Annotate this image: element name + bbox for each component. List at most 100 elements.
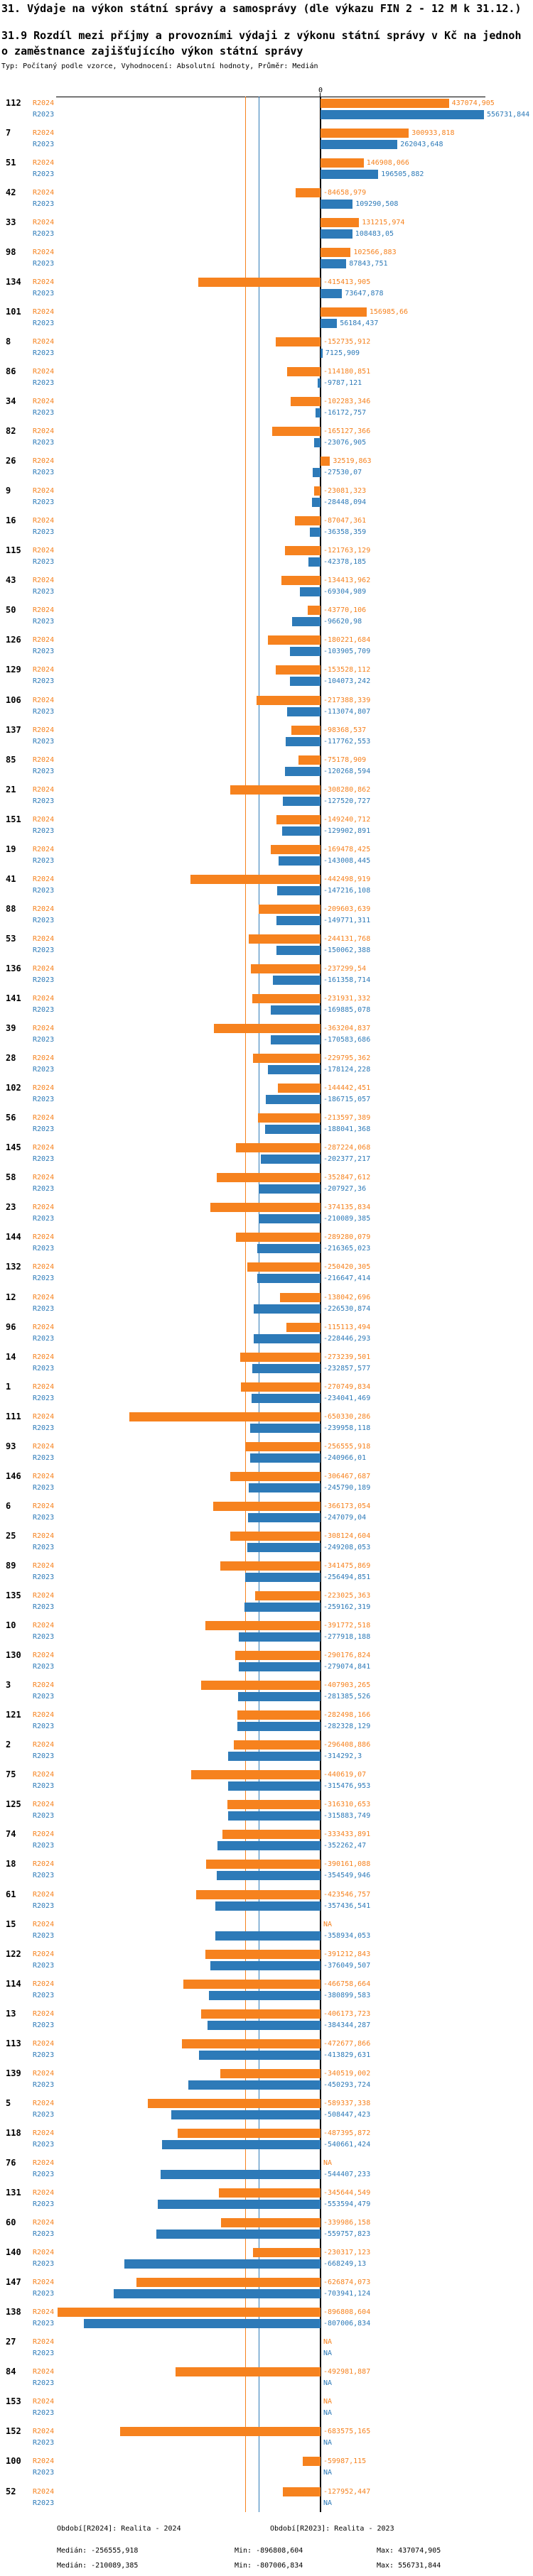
bar-value-label: -170583,686 (323, 1036, 371, 1044)
row-series-label-r2024: R2024 (33, 2069, 55, 2078)
bar-value-label: -98368,537 (323, 726, 367, 734)
row-series-label-r2024: R2024 (33, 218, 55, 227)
bar-r2023 (318, 378, 321, 388)
bar-value-label: -306467,687 (323, 1472, 371, 1480)
row-series-label-r2024: R2024 (33, 2487, 55, 2496)
row-category-label: 60 (6, 2217, 16, 2227)
row-series-label-r2023: R2023 (33, 618, 55, 626)
bar-r2023 (228, 1752, 321, 1762)
row-category-label: 9 (6, 486, 11, 496)
bar-value-label: -207927,36 (323, 1185, 367, 1194)
bar-value-label: NA (323, 2439, 333, 2447)
bar-r2024 (201, 2009, 321, 2019)
row-category-label: 125 (6, 1799, 21, 1810)
row-category-label: 134 (6, 276, 21, 287)
bar-r2024 (230, 785, 321, 795)
row-series-label-r2024: R2024 (33, 2099, 55, 2107)
row-category-label: 126 (6, 635, 21, 645)
bar-value-label: -544407,233 (323, 2170, 371, 2178)
row-category-label: 131 (6, 2188, 21, 2198)
stat-median-r2023: Medián: -210089,385 (57, 2562, 139, 2570)
row-category-label: 139 (6, 2068, 21, 2078)
bar-value-label: -273239,501 (323, 1353, 371, 1361)
row-series-label-r2024: R2024 (33, 1890, 55, 1899)
row-series-label-r2024: R2024 (33, 785, 55, 794)
bar-value-label: -149240,712 (323, 815, 371, 824)
row-category-label: 18 (6, 1859, 16, 1870)
row-series-label-r2023: R2023 (33, 349, 55, 357)
bar-r2023 (321, 288, 343, 298)
row-series-label-r2023: R2023 (33, 1782, 55, 1791)
row-category-label: 86 (6, 366, 16, 376)
row-series-label-r2023: R2023 (33, 826, 55, 835)
row-category-label: 34 (6, 396, 16, 406)
row-series-label-r2024: R2024 (33, 1442, 55, 1451)
bar-r2023 (321, 109, 484, 119)
bar-value-label: 56184,437 (340, 319, 379, 327)
bar-r2023 (253, 1333, 321, 1343)
bar-value-label: -487395,872 (323, 2129, 371, 2137)
bar-r2024 (286, 1322, 321, 1332)
row-series-label-r2023: R2023 (33, 1901, 55, 1910)
row-series-label-r2023: R2023 (33, 558, 55, 567)
row-series-label-r2023: R2023 (33, 1096, 55, 1104)
row-series-label-r2024: R2024 (33, 1681, 55, 1690)
bar-value-label: -290176,824 (323, 1652, 371, 1660)
bar-r2023 (124, 2259, 321, 2269)
row-series-label-r2023: R2023 (33, 2260, 55, 2269)
row-series-label-r2023: R2023 (33, 1185, 55, 1194)
bar-r2024 (198, 277, 321, 287)
bar-r2024 (252, 994, 321, 1003)
row-series-label-r2024: R2024 (33, 1233, 55, 1242)
bar-r2024 (220, 2218, 321, 2227)
bar-value-label: -352847,612 (323, 1174, 371, 1182)
row-series-label-r2024: R2024 (33, 99, 55, 107)
row-series-label-r2024: R2024 (33, 547, 55, 555)
row-category-label: 122 (6, 1948, 21, 1959)
row-series-label-r2024: R2024 (33, 2457, 55, 2466)
bar-value-label: -341475,869 (323, 1561, 371, 1570)
bar-r2024 (181, 2039, 321, 2048)
bar-value-label: -256555,918 (323, 1442, 371, 1451)
bar-value-label: -354549,946 (323, 1872, 371, 1880)
bar-r2024 (219, 2188, 321, 2198)
bar-value-label: -186715,057 (323, 1096, 371, 1104)
bar-value-label: -683575,165 (323, 2428, 371, 2436)
bar-r2023 (237, 1722, 321, 1732)
bar-value-label: -127520,727 (323, 797, 371, 805)
bar-value-label: -650330,286 (323, 1412, 371, 1421)
bar-r2023 (247, 1542, 321, 1552)
stat-max-r2024: Max: 437074,905 (377, 2547, 441, 2555)
bar-value-label: -466758,664 (323, 1980, 371, 1988)
bar-r2023 (276, 945, 321, 955)
bar-r2024 (321, 128, 409, 138)
bar-r2024 (235, 1233, 321, 1243)
row-series-label-r2024: R2024 (33, 1412, 55, 1421)
row-category-label: 121 (6, 1710, 21, 1720)
row-series-label-r2023: R2023 (33, 1543, 55, 1551)
row-series-label-r2024: R2024 (33, 845, 55, 853)
row-series-label-r2024: R2024 (33, 2278, 55, 2287)
row-series-label-r2023: R2023 (33, 737, 55, 746)
row-category-label: 50 (6, 605, 16, 616)
bar-r2023 (282, 826, 321, 836)
row-series-label-r2023: R2023 (33, 1663, 55, 1671)
bar-value-label: -376049,507 (323, 1961, 371, 1970)
row-category-label: 84 (6, 2367, 16, 2377)
row-series-label-r2023: R2023 (33, 2290, 55, 2298)
bar-value-label: -626874,073 (323, 2278, 371, 2287)
row-category-label: 98 (6, 246, 16, 257)
row-series-label-r2024: R2024 (33, 995, 55, 1003)
bar-value-label: -153528,112 (323, 666, 371, 675)
bar-value-label: -120268,594 (323, 767, 371, 775)
bar-r2024 (233, 1740, 321, 1750)
row-series-label-r2023: R2023 (33, 1633, 55, 1641)
bar-r2023 (321, 229, 352, 239)
bar-value-label: -384344,287 (323, 2021, 371, 2029)
bar-r2024 (235, 1651, 321, 1661)
bar-value-label: 437074,905 (451, 99, 495, 107)
bar-r2023 (156, 2230, 321, 2239)
row-series-label-r2024: R2024 (33, 307, 55, 316)
row-series-label-r2023: R2023 (33, 1723, 55, 1731)
bar-value-label: -228446,293 (323, 1334, 371, 1343)
